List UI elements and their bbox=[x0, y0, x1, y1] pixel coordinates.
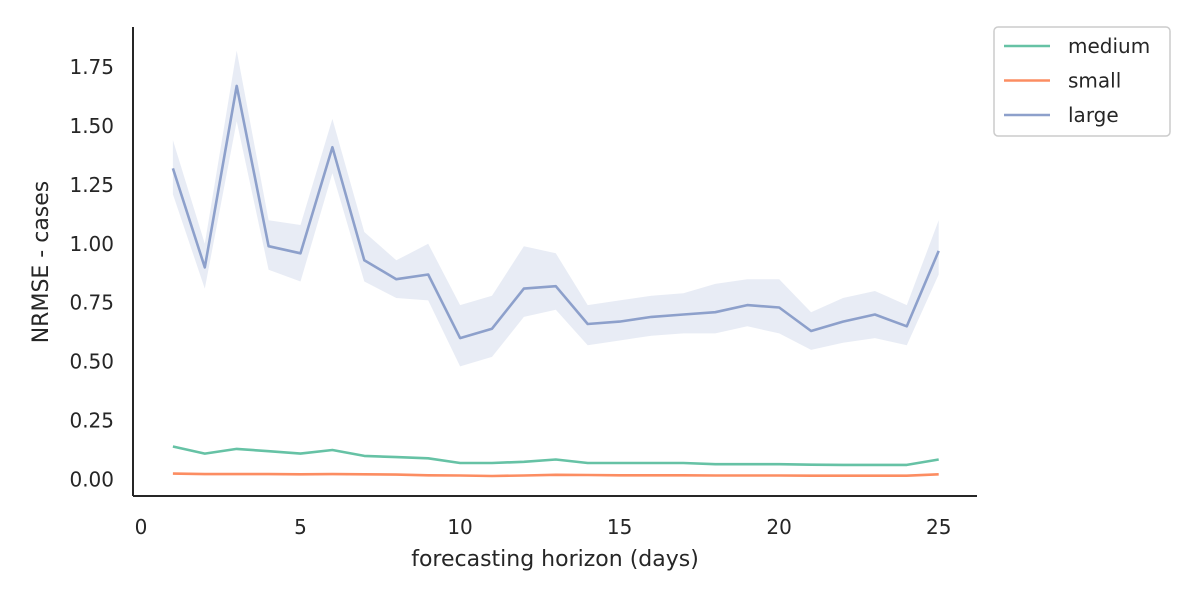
y-tick-label: 0.50 bbox=[69, 350, 114, 374]
y-tick-label: 0.00 bbox=[69, 468, 114, 492]
y-tick-label: 0.75 bbox=[69, 291, 114, 315]
series-line-medium bbox=[172, 445, 939, 467]
series-line-large bbox=[171, 84, 940, 340]
x-tick-label: 25 bbox=[926, 515, 951, 539]
y-axis-label: NRMSE - cases bbox=[29, 181, 54, 344]
y-tick-label: 1.00 bbox=[69, 232, 114, 256]
legend: medium small large bbox=[993, 26, 1171, 137]
x-axis-ticks: 0 5 10 15 20 25 bbox=[135, 515, 952, 539]
y-tick-label: 1.50 bbox=[69, 114, 114, 138]
series-lines bbox=[171, 84, 940, 478]
legend-label-medium: medium bbox=[1068, 34, 1150, 58]
x-tick-label: 10 bbox=[447, 515, 472, 539]
x-tick-label: 0 bbox=[135, 515, 148, 539]
x-tick-label: 20 bbox=[766, 515, 791, 539]
confidence-band-large bbox=[172, 50, 939, 367]
x-axis-label: forecasting horizon (days) bbox=[411, 547, 699, 572]
y-axis-ticks: 0.00 0.25 0.50 0.75 1.00 1.25 1.50 1.75 bbox=[69, 55, 114, 491]
legend-label-small: small bbox=[1068, 69, 1121, 93]
series-line-small bbox=[172, 472, 939, 478]
y-tick-label: 0.25 bbox=[69, 409, 114, 433]
axes bbox=[132, 27, 977, 497]
legend-box bbox=[993, 26, 1171, 137]
y-tick-label: 1.75 bbox=[69, 55, 114, 79]
x-tick-label: 15 bbox=[607, 515, 632, 539]
x-tick-label: 5 bbox=[294, 515, 307, 539]
y-tick-label: 1.25 bbox=[69, 173, 114, 197]
legend-label-large: large bbox=[1068, 103, 1119, 127]
confidence-bands bbox=[172, 50, 939, 367]
